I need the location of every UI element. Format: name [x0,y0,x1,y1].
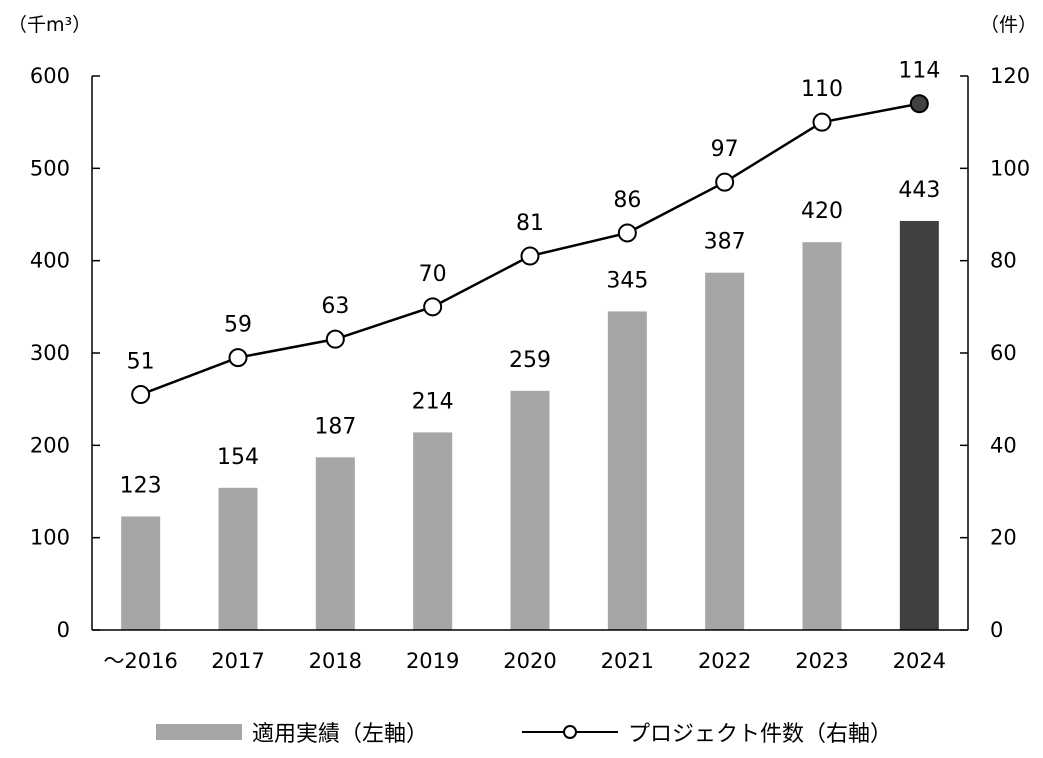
x-tick-label-5: 2021 [601,649,654,673]
right-axis-unit: （件） [979,14,1037,36]
left-tick-label-2: 200 [30,433,70,457]
line-value-label-4: 81 [516,211,544,236]
bar-value-label-0: 123 [120,473,162,498]
bar-1 [218,487,258,630]
line-point-0 [131,385,151,405]
right-tick-label-0: 0 [990,618,1003,642]
left-tick-label-1: 100 [30,526,70,550]
legend-line-marker-icon [522,725,618,739]
bar-value-label-2: 187 [314,414,356,439]
line-value-label-2: 63 [321,294,349,319]
x-tick-label-7: 2023 [795,649,848,673]
legend-line-label: プロジェクト件数（右軸） [628,722,893,747]
right-tick-label-4: 80 [990,249,1017,273]
right-tick-label-3: 60 [990,341,1017,365]
bar-5 [607,311,647,630]
right-tick-label-2: 40 [990,433,1017,457]
line-value-label-1: 59 [224,313,252,338]
line-point-5 [617,223,637,243]
legend-bar-label: 適用実績（左軸） [252,722,429,747]
bar-4 [510,390,550,630]
line-value-label-8: 114 [898,59,940,84]
bar-value-label-8: 443 [898,178,940,203]
x-tick-label-2: 2018 [309,649,362,673]
x-tick-label-1: 2017 [211,649,264,673]
x-tick-label-6: 2022 [698,649,751,673]
bar-2 [315,457,355,630]
line-value-label-5: 86 [613,188,641,213]
bar-value-label-5: 345 [606,268,648,293]
x-tick-label-0: ～2016 [103,649,177,673]
line-value-label-0: 51 [127,350,155,375]
line-value-label-7: 110 [801,77,843,102]
bar-3 [413,432,453,630]
bar-value-label-6: 387 [704,230,746,255]
right-tick-label-1: 20 [990,526,1017,550]
right-tick-label-6: 120 [990,64,1030,88]
legend-line-item: プロジェクト件数（右軸） [520,712,892,752]
bar-value-label-7: 420 [801,199,843,224]
line-point-8 [909,94,929,114]
bar-value-label-3: 214 [412,389,454,414]
line-point-4 [520,246,540,266]
right-tick-label-5: 100 [990,156,1030,180]
left-tick-label-5: 500 [30,156,70,180]
legend-bar-item: 適用実績（左軸） [156,712,428,752]
line-value-label-6: 97 [711,137,739,162]
line-point-1 [228,348,248,368]
left-tick-label-6: 600 [30,64,70,88]
line-point-6 [715,172,735,192]
line-point-2 [325,329,345,349]
bar-6 [705,272,745,630]
bar-value-label-1: 154 [217,445,259,470]
left-tick-label-0: 0 [57,618,70,642]
line-point-3 [423,297,443,317]
bar-8 [899,220,939,631]
left-axis-unit: （千m³） [8,14,92,36]
left-tick-label-3: 300 [30,341,70,365]
combo-chart: 0 100 200 300 400 500 600 0 20 40 60 80 100 120 ～2016 2… [30,59,1030,673]
bar-value-label-4: 259 [509,348,551,373]
bar-0 [121,516,161,630]
bar-7 [802,242,842,630]
line-value-label-3: 70 [419,262,447,287]
x-tick-label-4: 2020 [503,649,556,673]
x-tick-label-8: 2024 [893,649,946,673]
left-tick-label-4: 400 [30,249,70,273]
x-tick-label-3: 2019 [406,649,459,673]
line-point-7 [812,112,832,132]
legend-bar-swatch [156,724,242,740]
